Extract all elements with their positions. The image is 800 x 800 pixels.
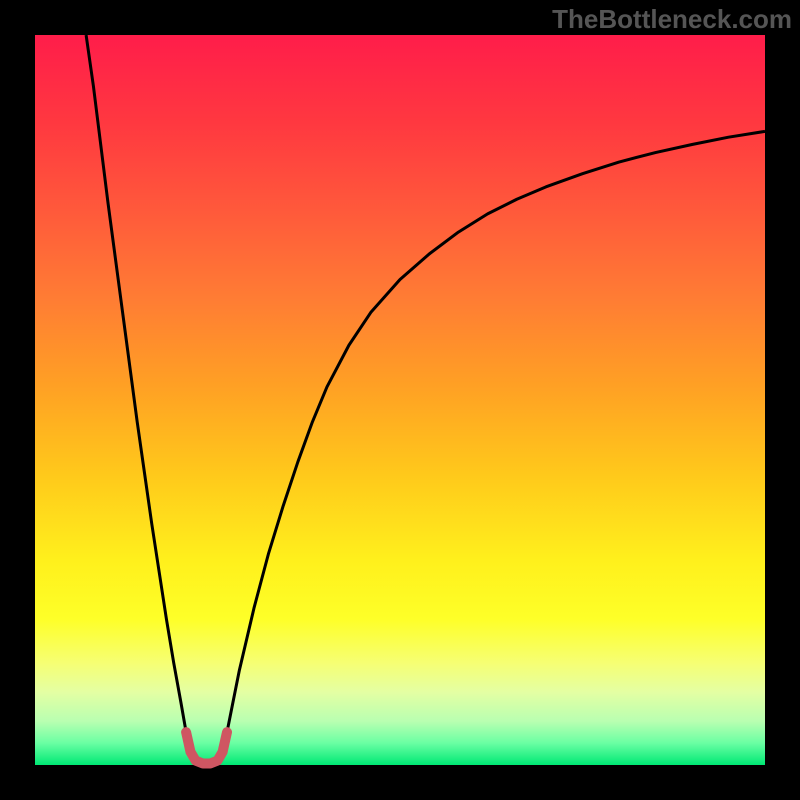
gradient-background [35, 35, 765, 765]
chart-container: TheBottleneck.com [0, 0, 800, 800]
watermark-text: TheBottleneck.com [552, 4, 792, 35]
bottleneck-chart [0, 0, 800, 800]
